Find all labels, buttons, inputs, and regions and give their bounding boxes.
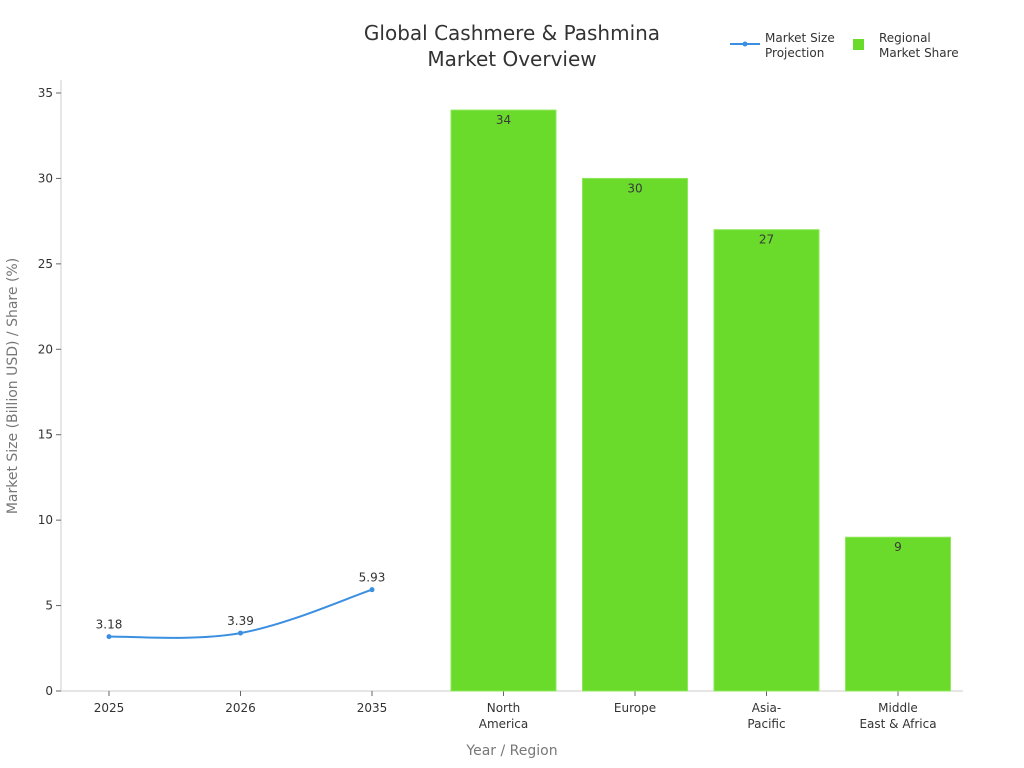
x-tick-label: North [487,701,521,715]
bar[interactable] [713,229,820,692]
bar-value-label: 30 [627,181,642,195]
legend-marker-icon [742,41,748,47]
line-point[interactable] [106,634,112,640]
bar[interactable] [582,177,688,692]
line-point[interactable] [238,630,243,636]
y-tick-label: 0 [45,684,53,698]
legend-label: Market Share [879,46,959,60]
y-tick-label: 15 [38,428,53,442]
y-tick-label: 5 [45,599,53,613]
chart-title-line: Global Cashmere & Pashmina [364,21,660,45]
y-tick-label: 20 [38,342,53,356]
x-tick-label: East & Africa [859,717,936,731]
bar-series: 34 30 27 9 [450,109,951,692]
line-series: 3.18 3.39 5.93 [96,571,386,640]
legend-square-icon [853,39,864,50]
x-tick-label: Asia- [752,701,781,715]
legend-label: Regional [879,31,931,45]
line-point[interactable] [369,587,375,593]
line-point-label: 5.93 [359,571,386,585]
y-tick-label: 30 [38,171,53,185]
legend-label: Projection [765,46,824,60]
x-tick-label: America [479,717,529,731]
y-axis-title: Market Size (Billion USD) / Share (%) [5,258,21,514]
line-point-label: 3.39 [227,614,254,628]
x-tick-label: Middle [878,701,918,715]
y-tick-label: 25 [38,257,53,271]
x-tick-label: Europe [614,701,656,715]
y-tick-label: 10 [38,513,53,527]
y-tick-label: 35 [38,86,53,100]
legend-label: Market Size [765,31,835,45]
bar-value-label: 27 [759,233,774,247]
x-tick-label: 2026 [225,701,256,715]
bar[interactable] [845,536,951,692]
x-tick-label: 2035 [357,701,388,715]
bar[interactable] [450,109,557,692]
bar-value-label: 34 [496,113,511,127]
x-tick-label: Pacific [747,717,785,731]
x-axis-title: Year / Region [465,743,557,759]
x-tick-label: 2025 [94,701,125,715]
line-point-label: 3.18 [96,618,123,632]
chart-title-line: Market Overview [427,47,596,71]
bar-value-label: 9 [894,540,902,554]
